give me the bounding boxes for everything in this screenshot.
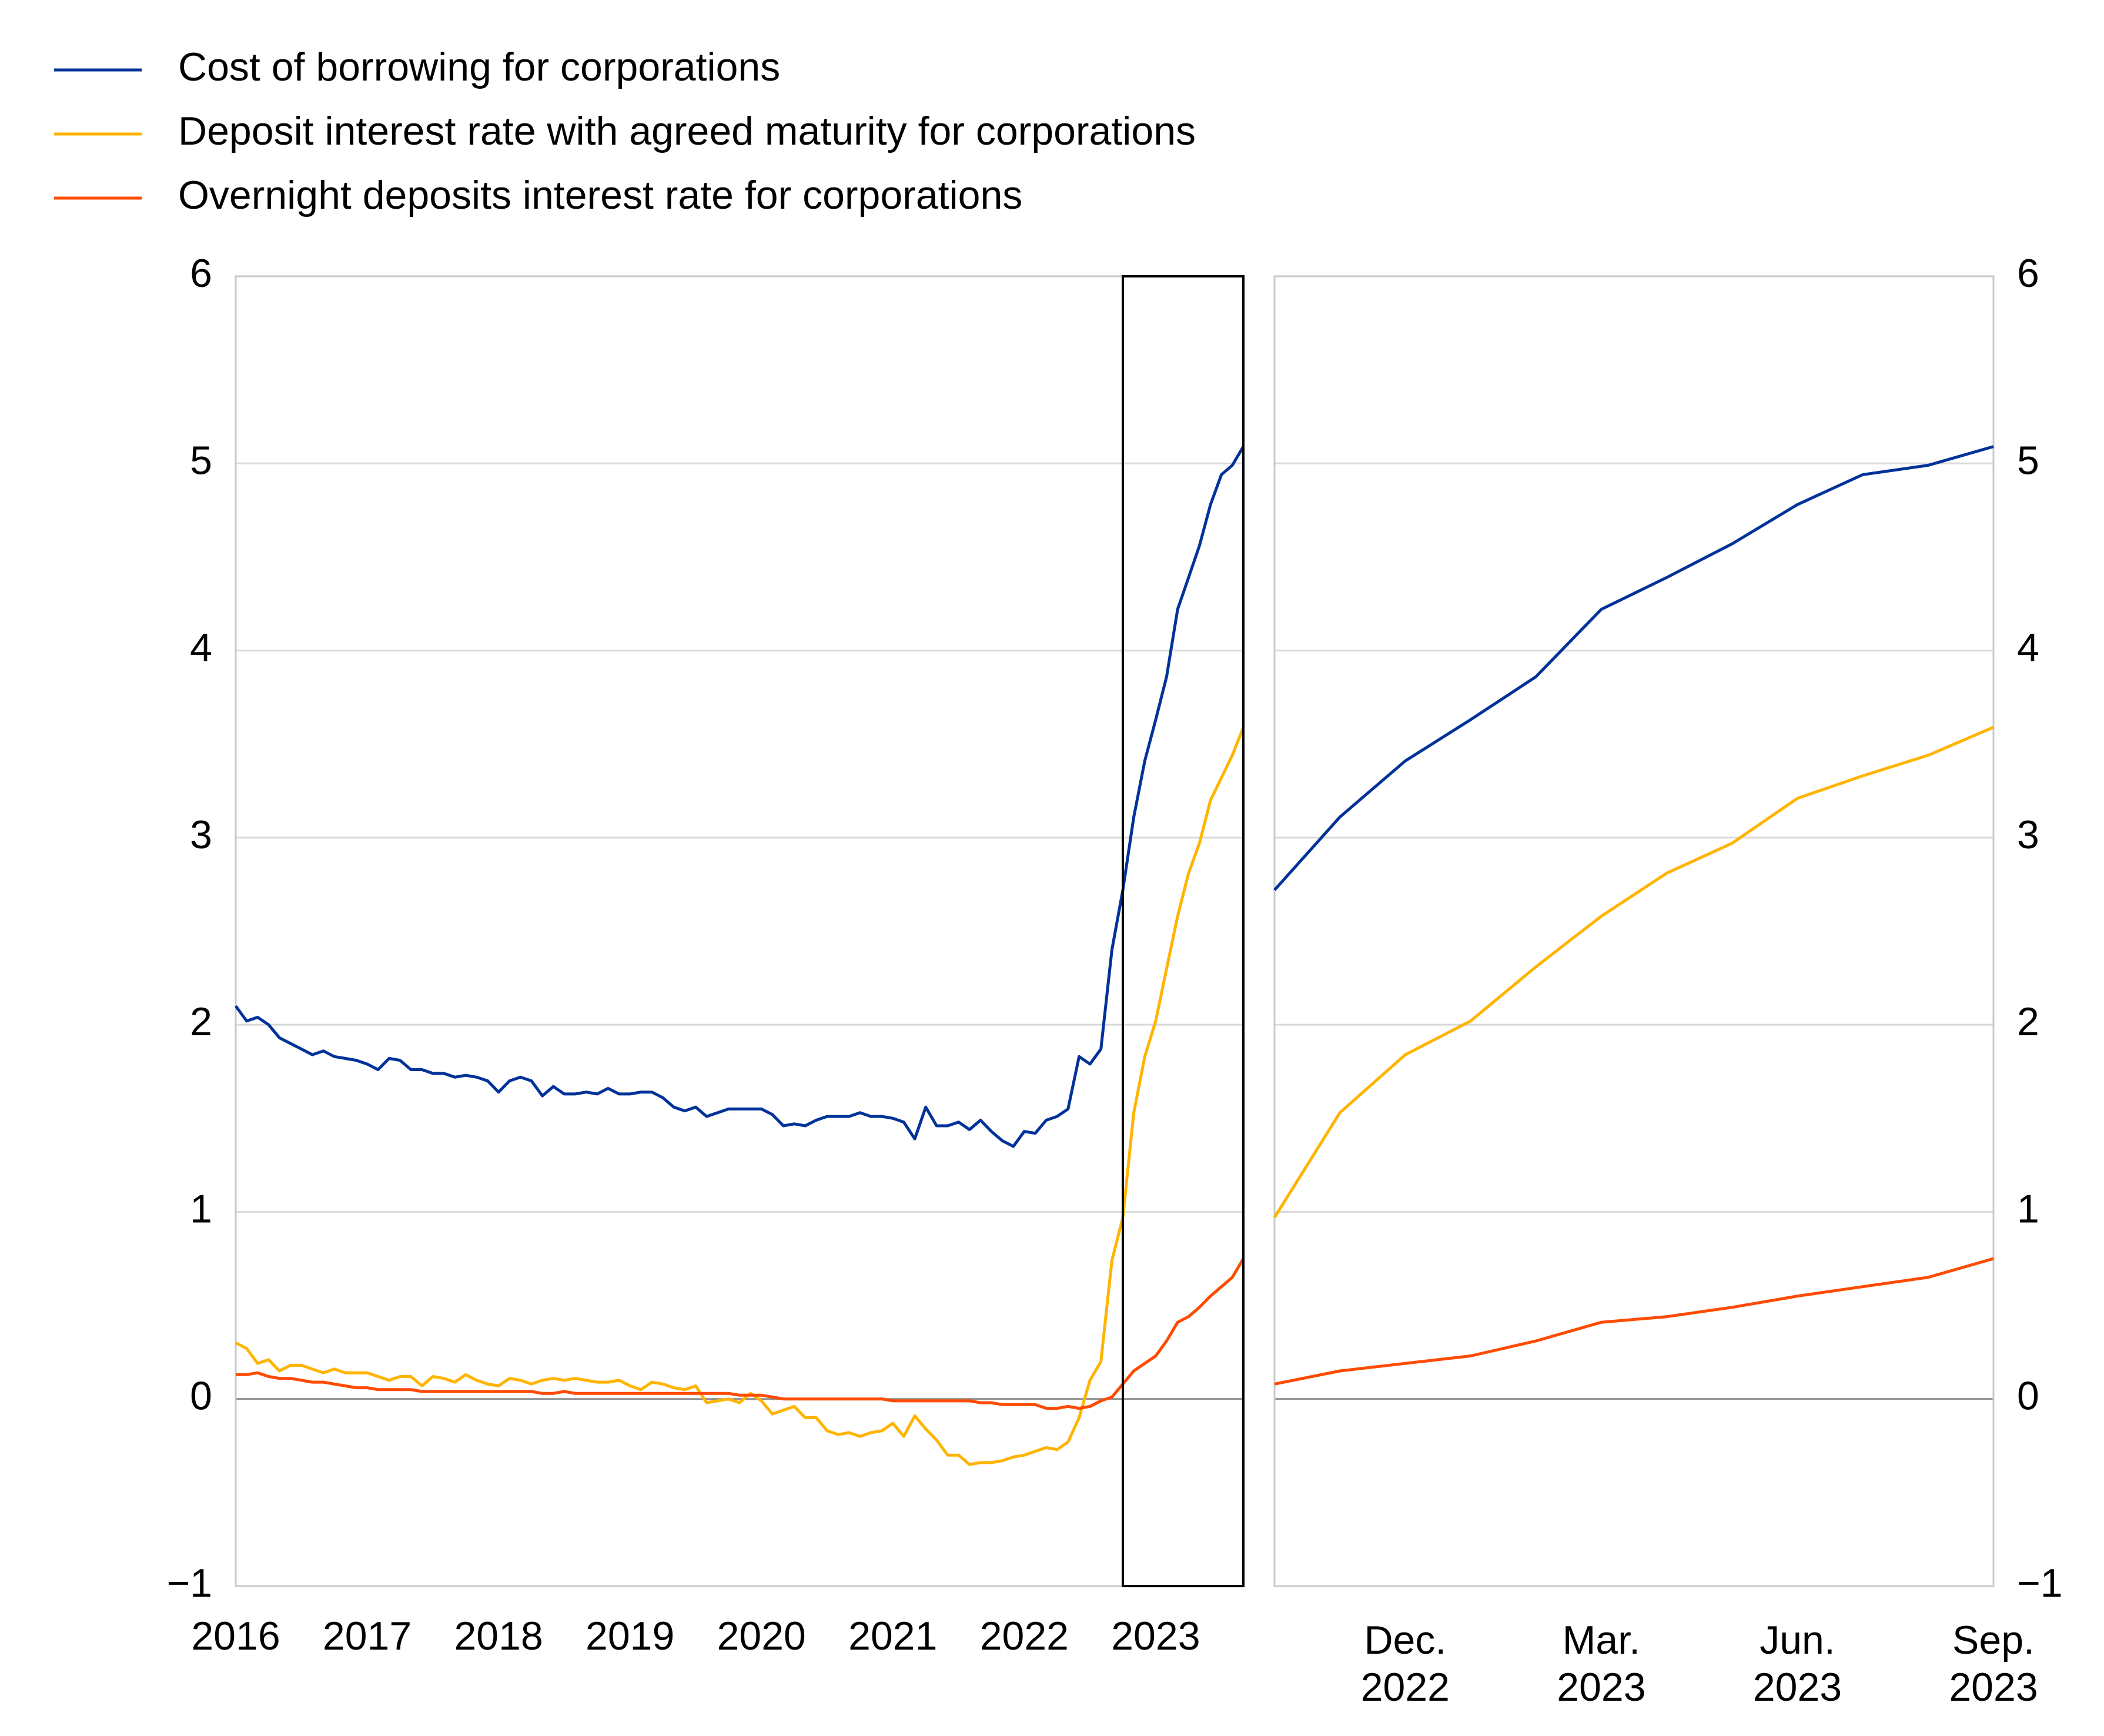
series-line: [235, 727, 1245, 1466]
y-tick-label: 5: [2017, 438, 2039, 483]
series-line: [234, 446, 1245, 1148]
y-tick-label: 2: [2017, 999, 2039, 1044]
y-tick-label: 3: [2017, 812, 2039, 857]
y-tick-label: −1: [166, 1561, 212, 1605]
x-tick-label: 2018: [454, 1614, 543, 1658]
y-tick-label: 2: [190, 999, 212, 1044]
y-tick-label: 0: [2017, 1374, 2039, 1419]
y-tick-label: 6: [2017, 251, 2039, 296]
series-line: [236, 1257, 1245, 1410]
y-tick-label: 4: [190, 626, 212, 670]
series-line: [1273, 445, 1994, 891]
series-line: [1273, 725, 1994, 1219]
x-tick-label: 2021: [848, 1614, 937, 1658]
x-tick-label: 2023: [1111, 1614, 1200, 1658]
x-tick-label: Sep. 2023: [1949, 1618, 2038, 1710]
y-tick-label: 5: [190, 438, 212, 483]
y-tick-label: 1: [190, 1186, 212, 1231]
legend-label: Cost of borrowing for corporations: [178, 45, 780, 89]
legend-label: Deposit interest rate with agreed maturi…: [178, 109, 1196, 153]
x-tick-label: 2017: [323, 1614, 412, 1658]
legend-label: Overnight deposits interest rate for cor…: [178, 173, 1022, 218]
y-tick-label: 6: [190, 251, 212, 296]
plot-frame: [1273, 275, 1995, 1587]
x-tick-label: Mar. 2023: [1557, 1618, 1646, 1710]
x-tick-label: 2022: [980, 1614, 1069, 1658]
series-line: [1274, 1257, 1994, 1386]
y-tick-label: 3: [190, 812, 212, 857]
x-tick-label: 2020: [717, 1614, 806, 1658]
y-tick-label: 1: [2017, 1186, 2039, 1231]
x-tick-label: Jun. 2023: [1752, 1618, 1842, 1710]
x-tick-label: 2019: [586, 1614, 674, 1658]
x-tick-label: 2016: [191, 1614, 280, 1658]
y-tick-label: 0: [190, 1374, 212, 1419]
highlight-box: [1121, 275, 1245, 1587]
y-tick-label: −1: [2017, 1561, 2063, 1605]
x-tick-label: Dec. 2022: [1360, 1618, 1450, 1710]
y-tick-label: 4: [2017, 626, 2039, 670]
